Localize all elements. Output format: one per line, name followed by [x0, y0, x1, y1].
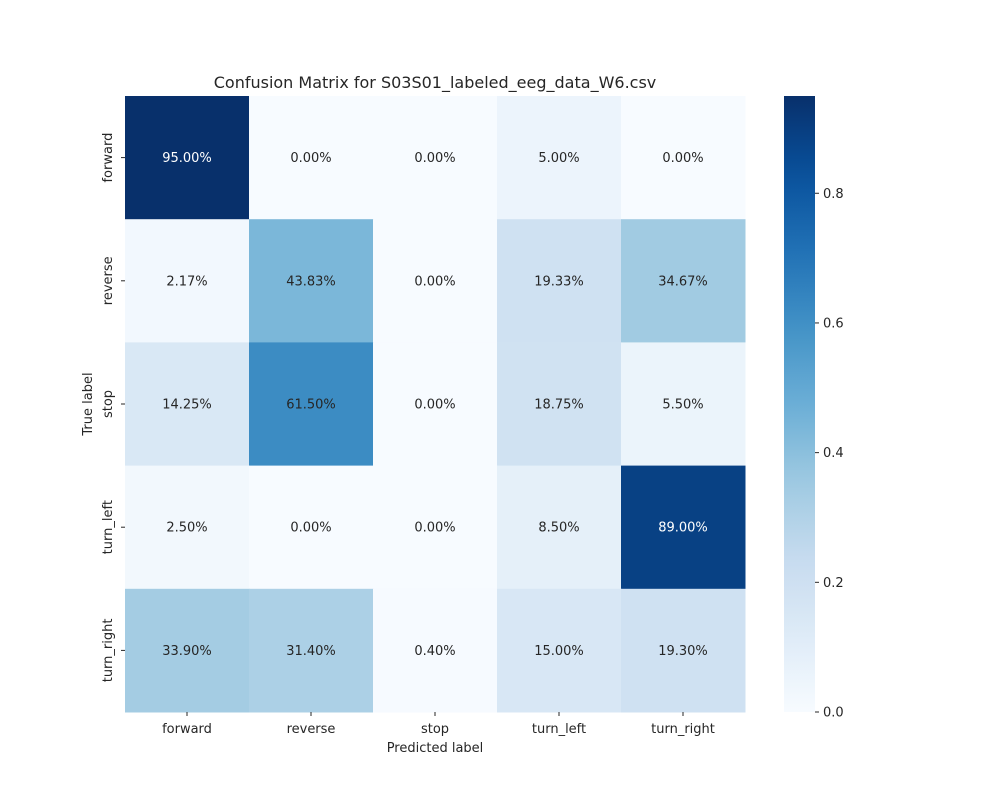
- y-tick-label: turn_left: [101, 500, 116, 554]
- cell-annotation: 0.00%: [414, 151, 455, 166]
- cell-annotation: 95.00%: [162, 151, 212, 166]
- heatmap-cell: [249, 465, 374, 590]
- cell-annotation: 2.17%: [166, 274, 207, 289]
- heatmap-cell: [249, 219, 374, 343]
- cell-annotation: 34.67%: [658, 274, 708, 289]
- cell-annotation: 0.00%: [414, 398, 455, 413]
- cell-annotation: 14.25%: [162, 398, 212, 413]
- x-tick-label: turn_right: [651, 722, 715, 737]
- heatmap-cell: [125, 465, 250, 590]
- heatmap-cell: [249, 342, 374, 467]
- heatmap-cell: [125, 588, 250, 713]
- heatmap-cell: [497, 465, 622, 590]
- x-axis-label: Predicted label: [387, 741, 484, 756]
- y-tick-label: forward: [101, 133, 116, 183]
- cell-annotation: 19.33%: [534, 274, 584, 289]
- y-tick-label: reverse: [101, 256, 116, 305]
- heatmap-cell: [497, 96, 622, 220]
- cell-annotation: 2.50%: [166, 521, 207, 536]
- cell-annotation: 61.50%: [286, 398, 336, 413]
- heatmap-cell: [373, 588, 498, 713]
- cell-annotation: 15.00%: [534, 644, 584, 659]
- colorbar-tick-label: 0.6: [823, 316, 844, 331]
- cell-annotation: 89.00%: [658, 521, 708, 536]
- cell-annotation: 33.90%: [162, 644, 212, 659]
- cell-annotation: 0.00%: [414, 521, 455, 536]
- heatmap-cell: [373, 96, 498, 220]
- cell-annotation: 19.30%: [658, 644, 708, 659]
- y-axis-label: True label: [81, 372, 96, 436]
- x-tick-label: forward: [162, 722, 212, 737]
- cell-annotation: 0.00%: [290, 151, 331, 166]
- heatmap-cell: [621, 96, 746, 220]
- heatmap-cell: [373, 219, 498, 343]
- y-tick-label: stop: [101, 390, 116, 418]
- heatmap-cell: [621, 465, 746, 590]
- x-tick-label: stop: [421, 722, 449, 737]
- heatmap-cell: [125, 342, 250, 467]
- cell-annotation: 0.00%: [290, 521, 331, 536]
- heatmap-cell: [125, 96, 250, 220]
- heatmap-cell: [373, 342, 498, 467]
- colorbar-tick-label: 0.4: [823, 446, 844, 461]
- colorbar-tick-label: 0.0: [823, 706, 844, 721]
- heatmap-cell: [497, 219, 622, 343]
- x-tick-label: turn_left: [532, 722, 586, 737]
- heatmap-cell: [621, 588, 746, 713]
- heatmap-cell: [125, 219, 250, 343]
- cell-annotation: 8.50%: [538, 521, 579, 536]
- x-tick-label: reverse: [287, 722, 336, 737]
- colorbar-tick-label: 0.8: [823, 187, 844, 202]
- colorbar: [784, 96, 815, 712]
- cell-annotation: 0.00%: [662, 151, 703, 166]
- cell-annotation: 43.83%: [286, 274, 336, 289]
- heatmap-cell: [373, 465, 498, 590]
- cell-annotation: 18.75%: [534, 398, 584, 413]
- heatmap-cell: [497, 588, 622, 713]
- heatmap-cell: [497, 342, 622, 467]
- heatmap-cell: [621, 219, 746, 343]
- cell-annotation: 5.50%: [662, 398, 703, 413]
- cell-annotation: 5.00%: [538, 151, 579, 166]
- colorbar-tick-label: 0.2: [823, 576, 844, 591]
- cell-annotation: 0.40%: [414, 644, 455, 659]
- chart-title: Confusion Matrix for S03S01_labeled_eeg_…: [214, 73, 657, 93]
- cell-annotation: 31.40%: [286, 644, 336, 659]
- heatmap-cell: [621, 342, 746, 467]
- heatmap-cell: [249, 588, 374, 713]
- cell-annotation: 0.00%: [414, 274, 455, 289]
- y-tick-label: turn_right: [101, 619, 116, 683]
- heatmap-cell: [249, 96, 374, 220]
